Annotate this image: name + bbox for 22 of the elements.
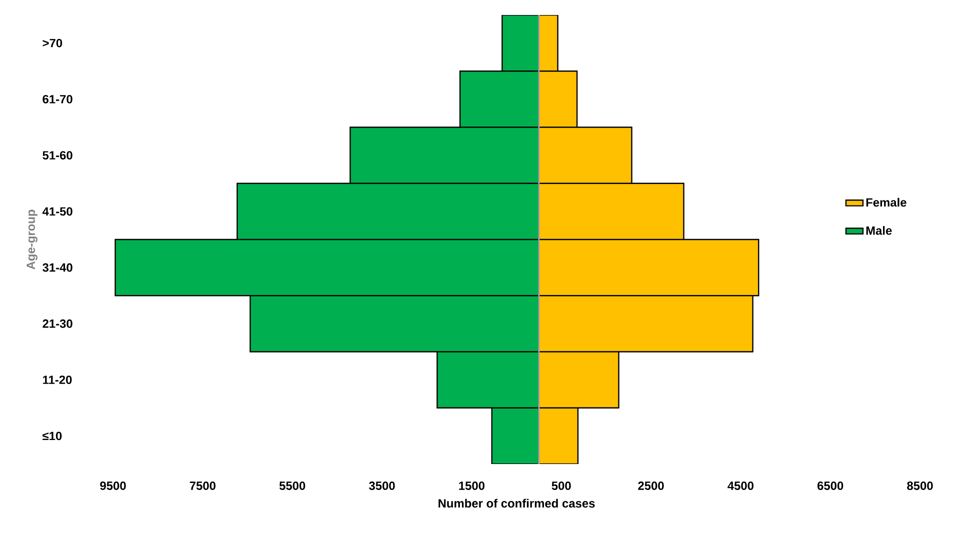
x-tick-label: 4500 (728, 482, 754, 490)
legend-label: Female (866, 198, 906, 207)
y-tick-label: 11-20 (43, 376, 72, 384)
x-tick-label: 500 (552, 482, 571, 490)
y-axis-title: Age-group (26, 210, 38, 270)
x-tick-label: 2500 (638, 482, 664, 490)
y-tick-label: ≤10 (42, 432, 62, 440)
x-tick-label: 3500 (368, 482, 395, 490)
x-tick-label: 7500 (190, 482, 216, 490)
x-tick-label: 1500 (459, 482, 484, 490)
x-tick-label: 8500 (907, 482, 933, 490)
y-tick-label: >70 (42, 38, 62, 48)
x-tick-label: 6500 (817, 482, 844, 490)
y-tick-label: 31-40 (42, 263, 72, 272)
y-tick-label: 61-70 (42, 94, 72, 104)
x-axis-title: Number of confirmed cases (438, 498, 595, 508)
x-tick-label: 9500 (100, 482, 126, 490)
y-tick-label: 21-30 (42, 319, 72, 328)
y-tick-label: 41-50 (42, 207, 72, 216)
y-tick-label: 51-60 (42, 151, 72, 160)
legend-label: Male (866, 226, 892, 235)
x-tick-label: 5500 (279, 482, 306, 490)
